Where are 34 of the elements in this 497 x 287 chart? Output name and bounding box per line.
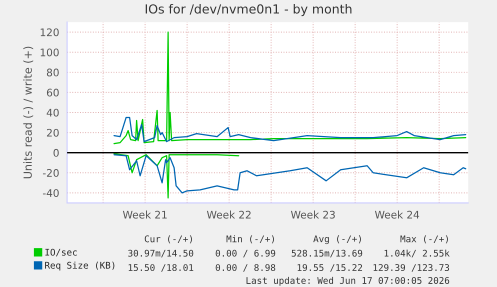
line-series	[113, 154, 466, 194]
text: Last update: Wed Jun 17 07:00:05 2026	[246, 276, 450, 286]
text: 0.00 / 8.98	[216, 264, 276, 272]
text: 19.55 /15.22	[298, 264, 362, 272]
y-tick-label: -40	[42, 189, 59, 197]
text: 30.97m/14.50	[128, 250, 194, 258]
line-series	[113, 32, 466, 144]
x-tick-label: Week 22	[206, 210, 251, 219]
y-tick-label: 120	[40, 28, 59, 36]
y-tick-label: 60	[46, 88, 59, 97]
y-axis-title: Units read (-) / write (+)	[23, 46, 34, 178]
legend-label: Req Size (KB)	[45, 262, 114, 271]
text: Cur (-/+)	[144, 235, 192, 244]
y-tick-label: 20	[46, 128, 59, 137]
y-tick-label: -20	[42, 169, 59, 177]
x-tick-label: Week 23	[290, 210, 335, 219]
text: Min (-/+)	[226, 235, 274, 244]
line-series	[113, 116, 466, 142]
y-tick-label: 80	[46, 68, 59, 76]
text: 15.50 /18.01	[128, 264, 194, 272]
y-tick-label: 40	[46, 108, 59, 117]
text: 1.04k/ 2.55k	[384, 250, 450, 258]
text: Avg (-/+)	[313, 235, 361, 244]
y-tick-label: 0	[54, 148, 59, 157]
text: Max (-/+)	[400, 235, 448, 244]
x-tick-label: Week 21	[122, 210, 167, 219]
text: 528.15m/13.69	[292, 250, 362, 258]
y-tick-label: 100	[40, 48, 59, 56]
line-series	[113, 153, 240, 199]
chart-title: IOs for /dev/nvme0n1 - by month	[146, 4, 352, 16]
text: 0.00 / 6.99	[216, 250, 276, 258]
x-tick-label: Week 24	[374, 210, 420, 219]
legend-label: IO/sec	[45, 248, 77, 256]
text: 129.39 /123.73	[374, 264, 450, 272]
